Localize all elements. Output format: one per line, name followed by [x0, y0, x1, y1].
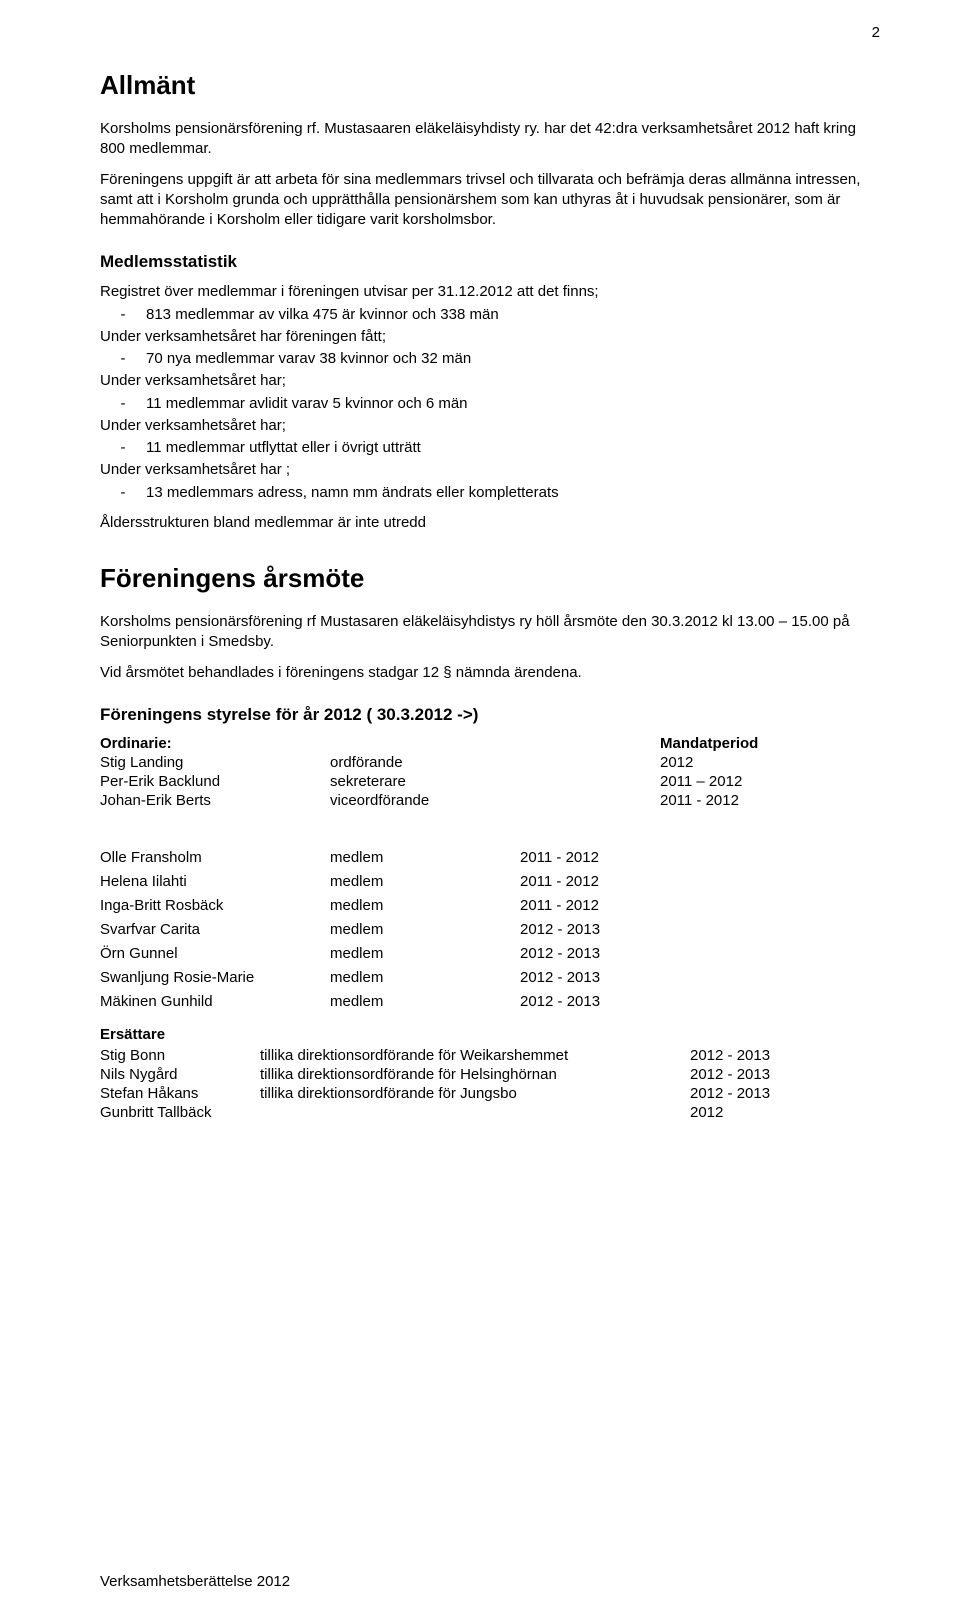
board-role: medlem — [330, 873, 520, 890]
styrelse-period: 2011 – 2012 — [660, 773, 880, 790]
ers-period: 2012 - 2013 — [690, 1047, 880, 1064]
ms-line-6: Under verksamhetsåret har; — [100, 416, 880, 436]
ms-agestructure: Åldersstrukturen bland medlemmar är inte… — [100, 513, 880, 533]
ers-name: Stefan Håkans — [100, 1085, 260, 1102]
board-table: Olle Fransholm medlem 2011 - 2012 Helena… — [100, 849, 880, 1010]
ms-line-5: 11 medlemmar avlidit varav 5 kvinnor och… — [146, 394, 468, 414]
ms-line-2: Under verksamhetsåret har föreningen fåt… — [100, 327, 880, 347]
empty-cell — [330, 735, 660, 752]
board-role: medlem — [330, 945, 520, 962]
board-name: Mäkinen Gunhild — [100, 993, 330, 1010]
styrelse-name: Johan-Erik Berts — [100, 792, 330, 809]
heading-allmant: Allmänt — [100, 70, 880, 101]
ms-line-9: 13 medlemmars adress, namn mm ändrats el… — [146, 483, 559, 503]
allmant-paragraph-2: Föreningens uppgift är att arbeta för si… — [100, 170, 880, 231]
page: 2 Allmänt Korsholms pensionärsförening r… — [0, 0, 960, 1620]
ersattare-table: Stig Bonn tillika direktionsordförande f… — [100, 1047, 880, 1121]
arsmote-paragraph-2: Vid årsmötet behandlades i föreningens s… — [100, 663, 880, 683]
board-name: Inga-Britt Rosbäck — [100, 897, 330, 914]
bullet-dash-icon: - — [100, 349, 146, 369]
board-role: medlem — [330, 897, 520, 914]
mandatperiod-label: Mandatperiod — [660, 735, 880, 752]
ms-row-9: -13 medlemmars adress, namn mm ändrats e… — [100, 483, 880, 503]
heading-styrelse: Föreningens styrelse för år 2012 ( 30.3.… — [100, 705, 880, 725]
ers-role: tillika direktionsordförande för Weikars… — [260, 1047, 690, 1064]
page-number: 2 — [872, 24, 880, 41]
board-name: Swanljung Rosie-Marie — [100, 969, 330, 986]
board-period: 2011 - 2012 — [520, 849, 880, 866]
ers-name: Gunbritt Tallbäck — [100, 1104, 260, 1121]
board-period: 2011 - 2012 — [520, 897, 880, 914]
board-period: 2011 - 2012 — [520, 873, 880, 890]
bullet-dash-icon: - — [100, 483, 146, 503]
ms-intro: Registret över medlemmar i föreningen ut… — [100, 282, 880, 302]
ms-row-1: -813 medlemmar av vilka 475 är kvinnor o… — [100, 305, 880, 325]
board-role: medlem — [330, 993, 520, 1010]
allmant-paragraph-1: Korsholms pensionärsförening rf. Mustasa… — [100, 119, 880, 160]
ers-period: 2012 - 2013 — [690, 1085, 880, 1102]
ers-role: tillika direktionsordförande för Jungsbo — [260, 1085, 690, 1102]
styrelse-name: Per-Erik Backlund — [100, 773, 330, 790]
styrelse-table: Ordinarie: Mandatperiod Stig Landing ord… — [100, 735, 880, 809]
styrelse-name: Stig Landing — [100, 754, 330, 771]
heading-arsmote: Föreningens årsmöte — [100, 563, 880, 594]
footer-text: Verksamhetsberättelse 2012 — [100, 1573, 290, 1590]
board-role: medlem — [330, 969, 520, 986]
ms-line-3: 70 nya medlemmar varav 38 kvinnor och 32… — [146, 349, 471, 369]
styrelse-role: sekreterare — [330, 773, 660, 790]
board-role: medlem — [330, 849, 520, 866]
ms-line-1: 813 medlemmar av vilka 475 är kvinnor oc… — [146, 305, 499, 325]
board-period: 2012 - 2013 — [520, 993, 880, 1010]
arsmote-paragraph-1: Korsholms pensionärsförening rf Mustasar… — [100, 612, 880, 653]
board-name: Örn Gunnel — [100, 945, 330, 962]
bullet-dash-icon: - — [100, 438, 146, 458]
ers-name: Nils Nygård — [100, 1066, 260, 1083]
board-period: 2012 - 2013 — [520, 921, 880, 938]
board-name: Svarfvar Carita — [100, 921, 330, 938]
ers-role — [260, 1104, 690, 1121]
medlemsstatistik-block: Registret över medlemmar i föreningen ut… — [100, 282, 880, 503]
bullet-dash-icon: - — [100, 305, 146, 325]
ers-name: Stig Bonn — [100, 1047, 260, 1064]
ms-row-3: -70 nya medlemmar varav 38 kvinnor och 3… — [100, 349, 880, 369]
bullet-dash-icon: - — [100, 394, 146, 414]
ms-row-7: -11 medlemmar utflyttat eller i övrigt u… — [100, 438, 880, 458]
board-period: 2012 - 2013 — [520, 969, 880, 986]
ms-row-5: -11 medlemmar avlidit varav 5 kvinnor oc… — [100, 394, 880, 414]
ers-period: 2012 - 2013 — [690, 1066, 880, 1083]
styrelse-period: 2012 — [660, 754, 880, 771]
ordinarie-label: Ordinarie: — [100, 735, 330, 752]
styrelse-role: viceordförande — [330, 792, 660, 809]
board-name: Olle Fransholm — [100, 849, 330, 866]
ms-line-4: Under verksamhetsåret har; — [100, 371, 880, 391]
board-period: 2012 - 2013 — [520, 945, 880, 962]
ms-line-7: 11 medlemmar utflyttat eller i övrigt ut… — [146, 438, 421, 458]
ersattare-label: Ersättare — [100, 1026, 880, 1043]
board-name: Helena Iilahti — [100, 873, 330, 890]
heading-medlemsstatistik: Medlemsstatistik — [100, 252, 880, 272]
ms-line-8: Under verksamhetsåret har ; — [100, 460, 880, 480]
styrelse-period: 2011 - 2012 — [660, 792, 880, 809]
ers-period: 2012 — [690, 1104, 880, 1121]
board-role: medlem — [330, 921, 520, 938]
ers-role: tillika direktionsordförande för Helsing… — [260, 1066, 690, 1083]
styrelse-role: ordförande — [330, 754, 660, 771]
